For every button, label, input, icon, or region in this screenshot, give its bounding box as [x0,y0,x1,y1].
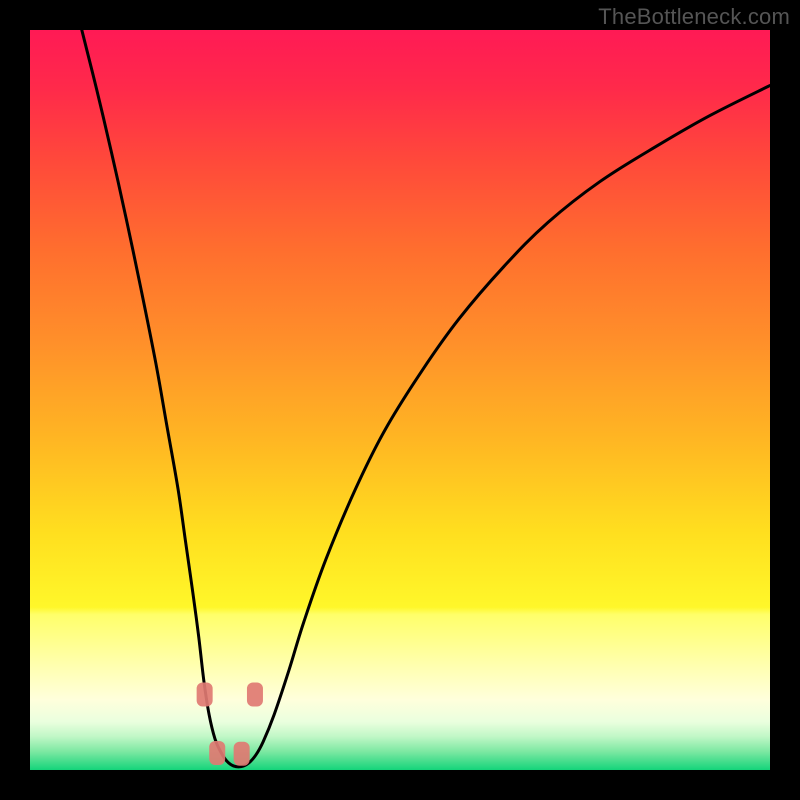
gradient-background [30,30,770,770]
trough-marker [197,683,213,707]
plot-area [30,30,770,770]
chart-svg [30,30,770,770]
trough-marker [209,741,225,765]
trough-marker [234,742,250,766]
trough-marker [247,683,263,707]
chart-frame: TheBottleneck.com [0,0,800,800]
watermark-text: TheBottleneck.com [598,4,790,30]
